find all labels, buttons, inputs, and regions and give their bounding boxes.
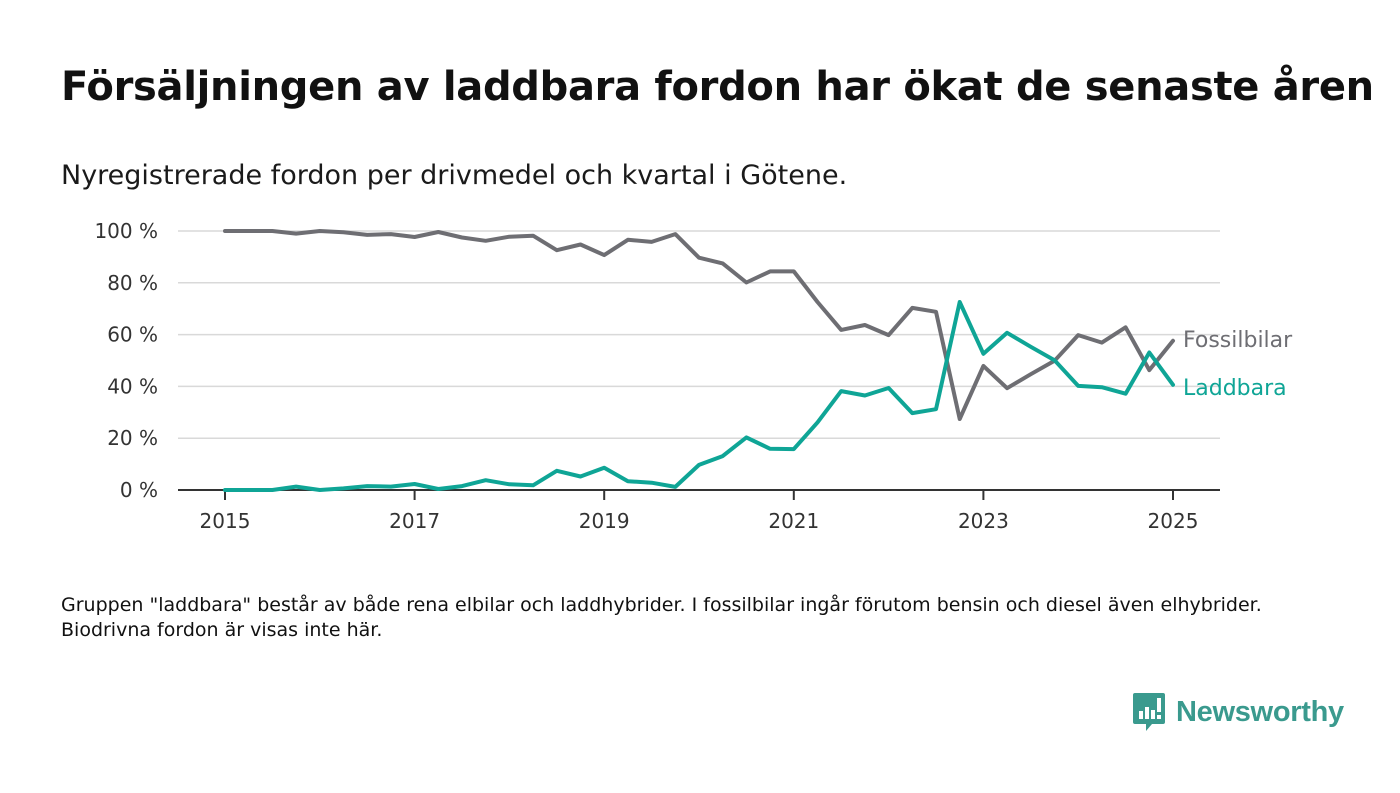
x-tick-label: 2017	[389, 509, 440, 533]
series-label-fossilbilar: Fossilbilar	[1183, 328, 1293, 353]
series-labels: Fossilbilar Laddbara	[1183, 328, 1293, 401]
y-axis: 0 % 20 % 40 % 60 % 80 % 100 %	[94, 219, 158, 502]
x-tick-label: 2021	[768, 509, 819, 533]
grid-lines	[178, 230, 1220, 439]
series-label-laddbara: Laddbara	[1183, 376, 1287, 401]
x-tick-label: 2015	[200, 509, 251, 533]
series-lines	[223, 229, 1175, 492]
y-tick-label: 80 %	[107, 271, 158, 295]
x-tick-label: 2023	[958, 509, 1009, 533]
y-tick-label: 0 %	[120, 478, 158, 502]
newsworthy-logo-text: Newsworthy	[1176, 695, 1344, 728]
series-line-laddbara	[223, 300, 1175, 492]
newsworthy-logo-icon	[1133, 693, 1165, 731]
newsworthy-logo: Newsworthy	[1132, 692, 1344, 732]
x-tick-label: 2025	[1148, 509, 1199, 533]
y-tick-label: 40 %	[107, 374, 158, 398]
series-line-fossilbilar	[223, 229, 1175, 421]
y-tick-label: 20 %	[107, 426, 158, 450]
x-tick-label: 2019	[579, 509, 630, 533]
y-tick-label: 100 %	[94, 219, 158, 243]
x-axis: 2015 2017 2019 2021 2023 2025	[178, 489, 1220, 533]
chart-title: Försäljningen av laddbara fordon har öka…	[61, 64, 1374, 110]
footnote: Gruppen "laddbara" består av både rena e…	[61, 594, 1262, 641]
line-chart: 0 % 20 % 40 % 60 % 80 % 100 % 2015 2017 2019 202…	[94, 219, 1293, 533]
y-tick-label: 60 %	[107, 323, 158, 347]
chart-subtitle: Nyregistrerade fordon per drivmedel och …	[61, 160, 848, 191]
